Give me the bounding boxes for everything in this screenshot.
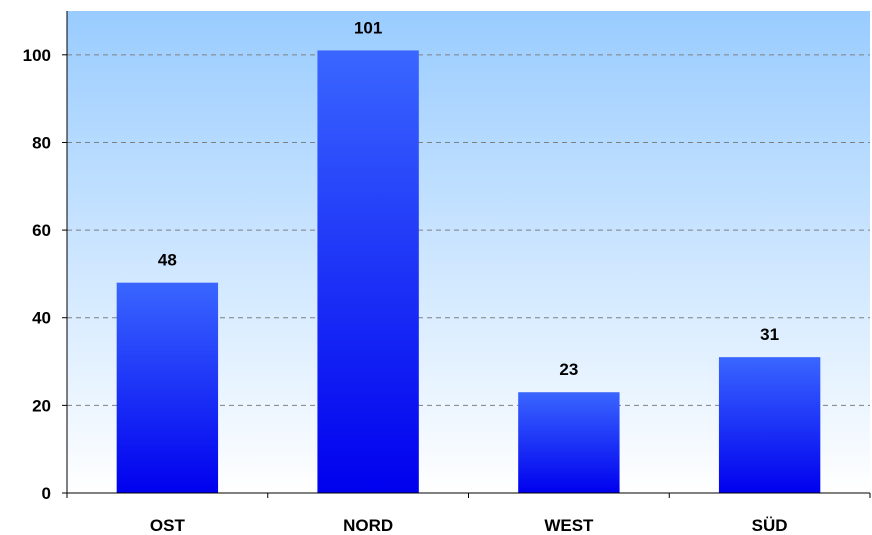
y-tick-label: 60 — [32, 221, 51, 240]
bar — [116, 282, 219, 493]
data-label: 23 — [559, 360, 578, 379]
category-label: NORD — [343, 516, 393, 535]
y-tick-label: 80 — [32, 133, 51, 152]
bar — [718, 357, 821, 493]
y-tick-label: 40 — [32, 309, 51, 328]
bar — [317, 50, 419, 493]
y-ticks: 0 20 40 60 80 100 — [23, 46, 67, 503]
x-ticks — [66, 493, 871, 498]
y-tick-label: 0 — [42, 484, 51, 503]
category-label: WEST — [544, 516, 594, 535]
category-label: SÜD — [752, 516, 788, 535]
bar — [518, 392, 620, 493]
data-label: 101 — [354, 18, 382, 37]
bars — [116, 50, 821, 493]
data-label: 31 — [760, 325, 779, 344]
y-tick-label: 100 — [23, 46, 51, 65]
category-label: OST — [150, 516, 186, 535]
data-label: 48 — [158, 251, 177, 270]
y-tick-label: 20 — [32, 396, 51, 415]
labels: 48 OST 101 NORD 23 WEST 31 SÜD — [150, 18, 788, 535]
